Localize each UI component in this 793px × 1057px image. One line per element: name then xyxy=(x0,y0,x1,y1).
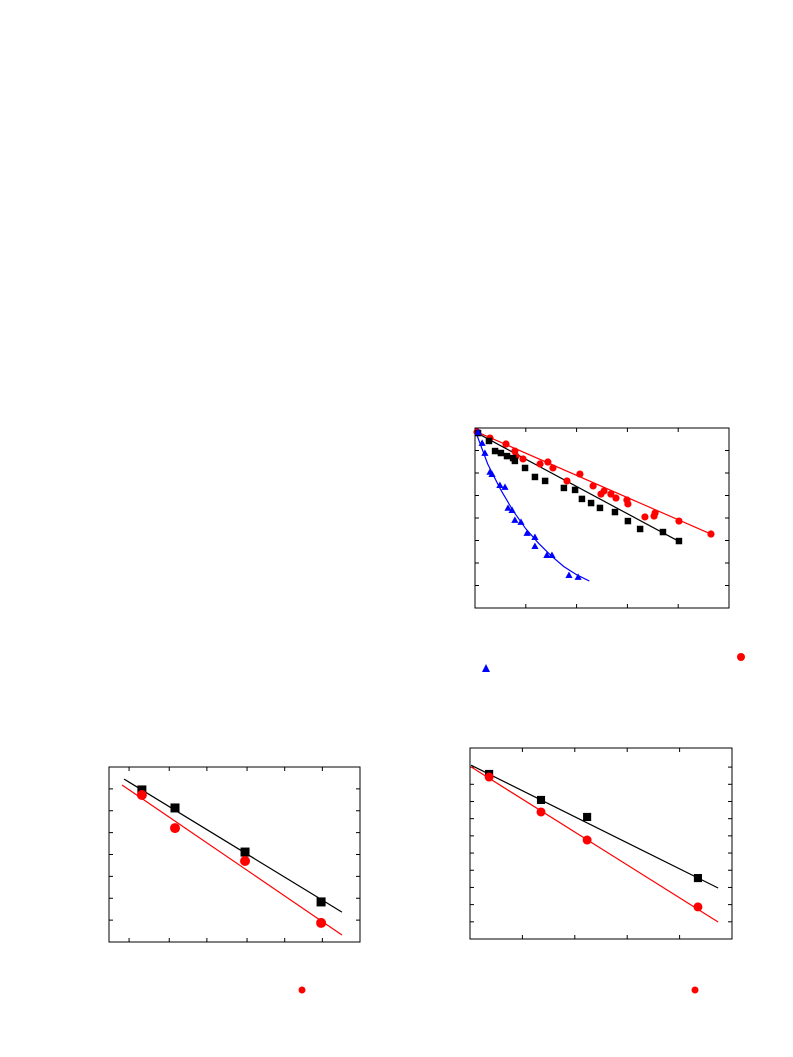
point xyxy=(531,533,539,540)
point xyxy=(240,847,250,857)
legend-marker xyxy=(691,986,699,994)
point xyxy=(641,513,649,521)
point xyxy=(481,449,489,456)
point xyxy=(612,494,620,502)
point xyxy=(583,812,592,822)
point xyxy=(478,439,486,446)
point xyxy=(576,470,584,478)
point xyxy=(523,529,531,536)
point xyxy=(675,517,683,525)
point xyxy=(531,542,539,549)
point xyxy=(611,508,619,516)
point xyxy=(503,452,511,460)
fit-line xyxy=(470,766,719,923)
point xyxy=(511,457,519,465)
point xyxy=(316,917,327,928)
point xyxy=(485,437,493,445)
point xyxy=(511,516,519,523)
plot-frame xyxy=(108,766,361,943)
legend-marker xyxy=(482,664,490,672)
point xyxy=(536,795,546,805)
point xyxy=(548,551,556,558)
point xyxy=(589,482,597,490)
point xyxy=(497,449,505,457)
point xyxy=(316,897,326,907)
point xyxy=(675,537,683,545)
point xyxy=(565,571,573,578)
plot-frame xyxy=(469,747,733,940)
point xyxy=(474,428,482,435)
point xyxy=(587,499,595,507)
point xyxy=(607,490,615,498)
point xyxy=(508,506,516,513)
point xyxy=(170,803,180,813)
point xyxy=(240,855,251,866)
point xyxy=(582,835,592,845)
point xyxy=(491,447,499,455)
point xyxy=(543,551,551,558)
plot-frame xyxy=(474,427,730,609)
point xyxy=(536,807,546,817)
point xyxy=(693,902,703,912)
point xyxy=(544,458,552,466)
point xyxy=(600,487,608,495)
point xyxy=(504,504,512,511)
point xyxy=(137,785,147,795)
point xyxy=(636,525,644,533)
legend-marker xyxy=(298,986,306,994)
point xyxy=(502,440,510,448)
point xyxy=(501,483,509,490)
point xyxy=(563,477,571,485)
point xyxy=(574,573,582,580)
point xyxy=(531,473,539,481)
point xyxy=(496,481,504,488)
point xyxy=(693,874,702,883)
point xyxy=(571,486,579,494)
point xyxy=(707,530,715,538)
point xyxy=(624,517,632,525)
point xyxy=(536,460,544,468)
point xyxy=(659,528,667,536)
point xyxy=(560,484,568,492)
legend-marker xyxy=(737,653,745,661)
point xyxy=(519,455,527,463)
point xyxy=(517,518,525,525)
point xyxy=(541,477,549,485)
point xyxy=(488,470,496,477)
point xyxy=(578,495,586,503)
point xyxy=(484,772,494,782)
point xyxy=(596,504,604,512)
fit-line xyxy=(470,764,719,889)
point xyxy=(549,464,557,472)
point xyxy=(136,790,147,800)
point xyxy=(521,464,529,472)
point xyxy=(170,823,181,834)
point xyxy=(624,500,632,508)
fit-line xyxy=(123,778,343,913)
point xyxy=(650,512,658,520)
fit-line xyxy=(121,784,343,936)
